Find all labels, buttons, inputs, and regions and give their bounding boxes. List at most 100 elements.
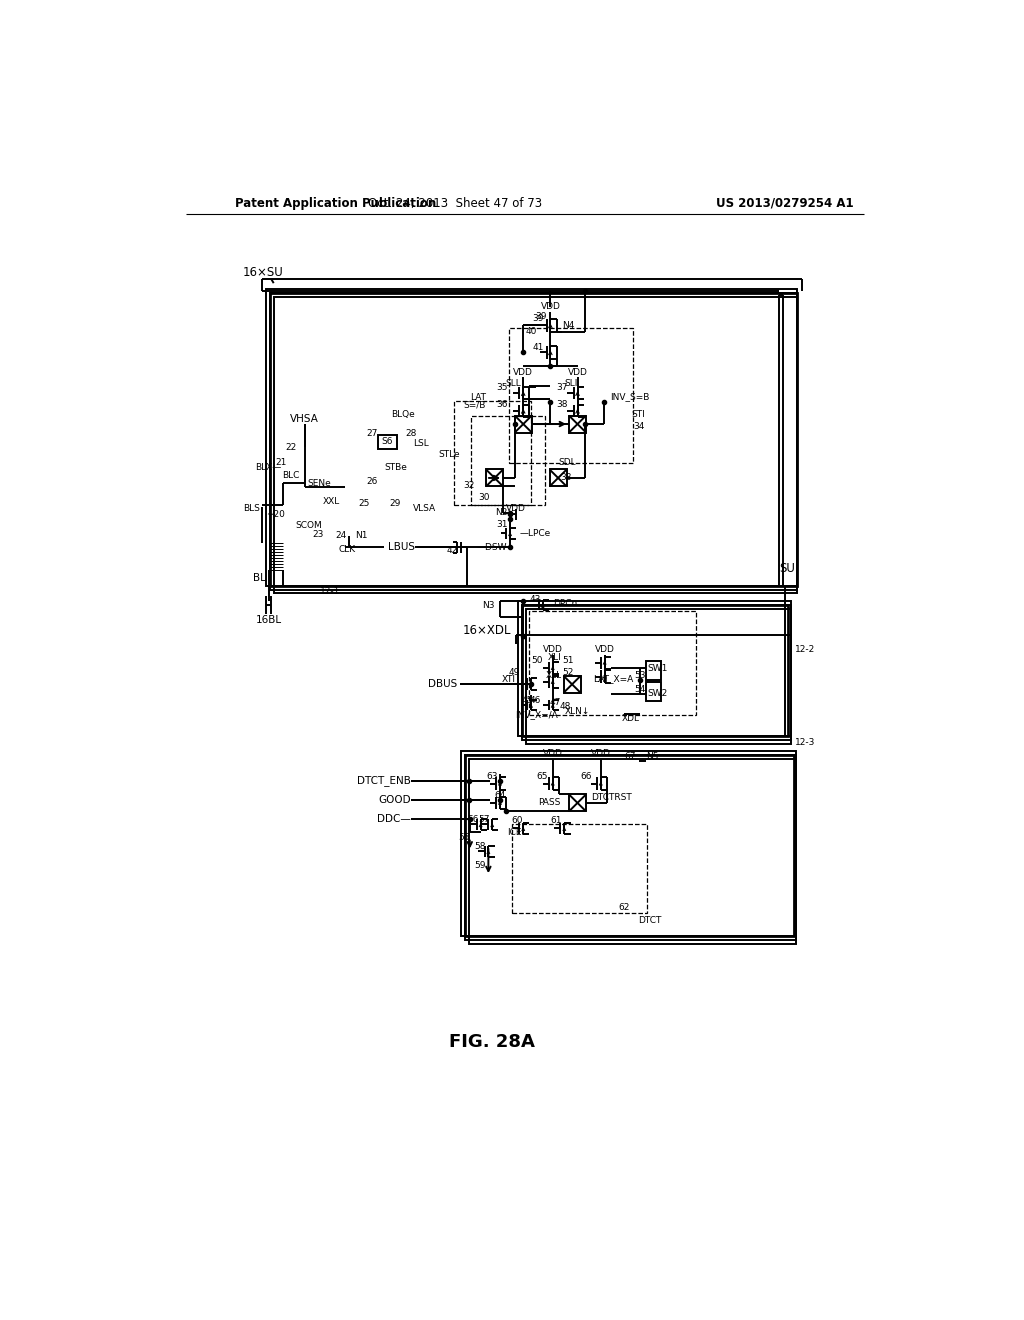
Bar [550,470,566,487]
Text: DBUS: DBUS [428,680,458,689]
Bar [525,609,791,743]
Text: N3: N3 [482,601,495,610]
Text: BL: BL [253,573,266,583]
Text: VDD: VDD [541,302,560,310]
Text: VDD: VDD [543,750,562,758]
Text: 23: 23 [312,529,324,539]
Bar [273,297,797,594]
Text: 22: 22 [286,442,297,451]
Text: XXL: XXL [323,496,340,506]
Bar [266,289,797,586]
Bar [509,327,633,462]
Text: CLK: CLK [339,545,356,554]
Bar [465,755,796,940]
Text: FIG. 28A: FIG. 28A [450,1034,536,1051]
Text: XDL: XDL [622,714,640,722]
Text: STI: STI [632,411,645,420]
Text: PASS: PASS [538,799,560,808]
Text: 25: 25 [358,499,370,508]
Text: 28: 28 [406,429,417,438]
Bar [529,611,696,715]
Bar [486,470,503,487]
Text: 56: 56 [468,814,479,824]
Text: DTCT_ENB: DTCT_ENB [357,775,411,785]
Text: SU: SU [779,562,795,576]
Text: 35: 35 [497,383,508,392]
Text: XLN↓: XLN↓ [565,706,590,715]
Text: 24: 24 [335,531,346,540]
Text: 41: 41 [532,343,544,351]
Text: Oct. 24, 2013  Sheet 47 of 73: Oct. 24, 2013 Sheet 47 of 73 [368,197,542,210]
Bar [646,682,662,701]
Text: US 2013/0279254 A1: US 2013/0279254 A1 [717,197,854,210]
Text: 39: 39 [535,312,547,321]
Text: 26: 26 [367,478,378,486]
Text: 51: 51 [562,656,573,665]
Text: 27: 27 [367,429,378,438]
Text: 48: 48 [560,702,571,711]
Text: 60: 60 [512,816,523,825]
Text: VLSA: VLSA [413,504,435,513]
Text: LAT: LAT [470,392,486,401]
Text: XTI: XTI [502,676,515,684]
Text: 59: 59 [474,861,486,870]
Text: 30: 30 [479,492,490,502]
Bar [518,601,791,737]
Text: Patent Application Publication: Patent Application Publication [234,197,436,210]
Text: 49: 49 [509,668,520,677]
Text: VDD: VDD [567,368,588,378]
Text: 45: 45 [521,696,532,705]
Text: 62: 62 [618,903,630,912]
Text: 61: 61 [551,816,562,825]
Text: 12-1: 12-1 [321,587,341,597]
Bar [521,605,791,739]
Text: 54: 54 [634,685,646,694]
Text: 67: 67 [624,752,636,762]
Text: VDD: VDD [591,750,610,758]
Bar [461,751,796,936]
Text: 38: 38 [557,400,568,409]
Text: 46: 46 [529,696,541,705]
Text: —DSW: —DSW [477,543,507,552]
Text: BLS: BLS [243,504,260,513]
Bar [471,416,545,506]
Text: GOOD: GOOD [378,795,411,805]
Text: N2: N2 [496,508,508,517]
Bar [270,293,797,590]
Text: 12-3: 12-3 [795,738,815,747]
Text: 43: 43 [529,595,541,605]
Text: XLI: XLI [548,653,561,661]
Text: 66: 66 [580,772,592,781]
Bar [378,434,397,449]
Text: ICEL: ICEL [507,828,526,837]
Text: 42: 42 [446,546,458,554]
Text: 64: 64 [495,792,506,800]
Text: BLX—: BLX— [255,463,282,473]
Text: 16×SU: 16×SU [243,265,284,279]
Bar [469,759,796,944]
Text: INV_X=/A: INV_X=/A [515,710,558,719]
Text: —: — [531,595,541,605]
Text: VDD: VDD [506,504,525,513]
Text: BLQe: BLQe [391,411,416,420]
Text: DTCTRST: DTCTRST [592,793,632,803]
Text: DTCT: DTCT [638,916,662,925]
Text: 21: 21 [275,458,287,467]
Text: 55: 55 [459,833,470,842]
Text: 53: 53 [634,672,646,680]
Text: ~20: ~20 [266,511,285,519]
Bar [512,825,647,913]
Text: 37: 37 [557,383,568,392]
Text: —LPCe: —LPCe [519,529,551,537]
Text: SENe: SENe [307,479,332,488]
Text: STLe: STLe [438,450,460,459]
Text: 58: 58 [474,842,486,850]
Text: N1: N1 [355,531,368,540]
Text: S=/B: S=/B [464,400,486,409]
Text: 32: 32 [463,482,475,490]
Text: 16×XDL: 16×XDL [463,624,511,638]
Text: 40: 40 [526,327,538,337]
Text: 65: 65 [537,772,548,781]
Text: LAT_X=A: LAT_X=A [593,673,633,682]
Text: STBe: STBe [384,463,407,473]
